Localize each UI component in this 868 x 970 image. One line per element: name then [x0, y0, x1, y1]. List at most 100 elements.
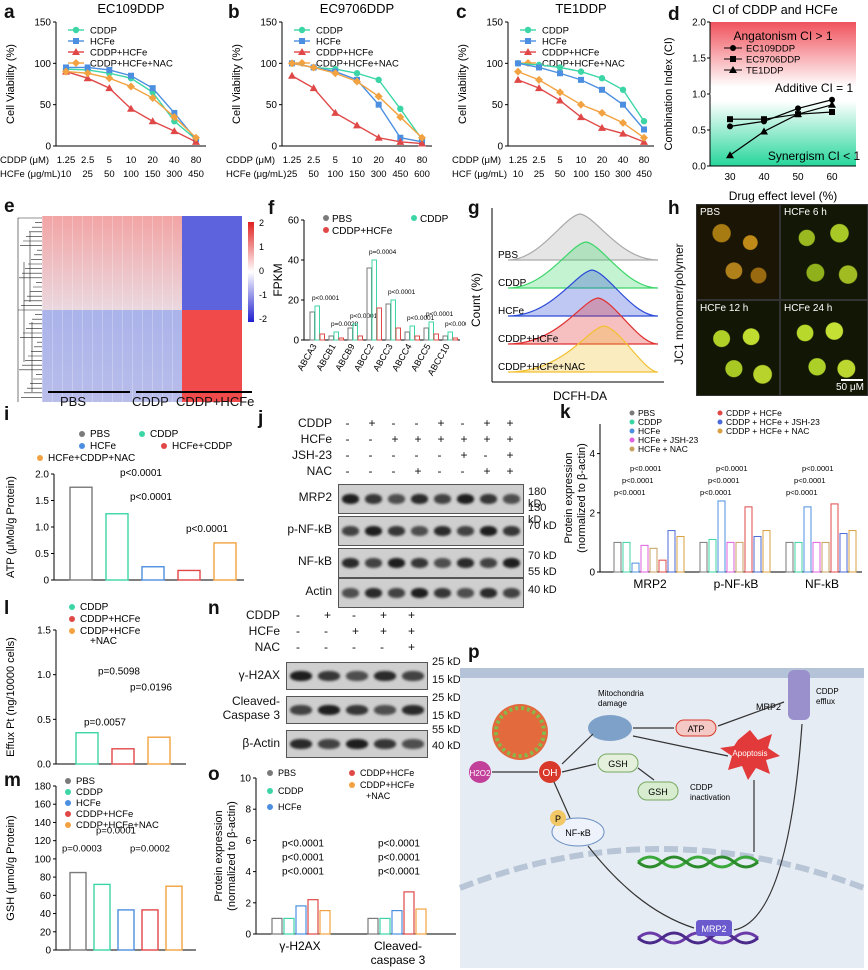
jc1-image-hcfe-24h: HCFe 24 h 50 μM	[780, 300, 868, 396]
data-point	[375, 101, 382, 108]
data-point	[170, 127, 179, 135]
y-tick-label: 0	[589, 568, 595, 579]
panel-label-k: k	[560, 402, 571, 423]
data-point	[375, 76, 382, 84]
heatmap-group-pbs: PBS	[60, 394, 87, 409]
heatmap-column	[172, 216, 173, 402]
x1-tick-label: 1.25	[57, 155, 76, 166]
histogram-label: PBS	[498, 250, 518, 261]
blot-protein-label: Caspase 3	[222, 708, 280, 722]
y-tick-label: 1.5	[692, 54, 706, 65]
bar	[347, 327, 353, 341]
blot-band	[346, 671, 368, 681]
y-tick-label: 4	[589, 449, 595, 460]
data-point	[641, 126, 647, 133]
heatmap-group-bar-combo	[188, 391, 252, 393]
chart-d-title: CI of CDDP and HCFe	[712, 3, 838, 17]
blot-strip	[338, 516, 524, 546]
blot-band	[402, 739, 424, 749]
blot-mw-label: 130 kD	[528, 502, 547, 526]
x2-axis-name: HCFe (μg/mL)	[226, 169, 286, 180]
panel-label-g: g	[468, 198, 480, 219]
bar	[283, 917, 295, 935]
data-point	[127, 82, 135, 91]
panel-label-o: o	[208, 764, 220, 785]
svg-text:NF-κB: NF-κB	[565, 828, 591, 838]
x1-tick-label: 40	[618, 155, 629, 166]
y-tick-label: 1.5	[37, 626, 51, 637]
blot-strip	[338, 548, 524, 578]
blot-sign: +	[506, 464, 514, 478]
legend-marker	[524, 48, 532, 55]
blot-sign: +	[380, 624, 388, 638]
bar	[442, 335, 448, 341]
p-value: p=0.0196	[130, 683, 172, 694]
p-value: p<0.0001	[700, 488, 732, 497]
data-point	[331, 69, 340, 78]
legend-label: HCFe+CDDP+NAC	[48, 453, 135, 464]
bar	[333, 331, 339, 341]
chart-k-protein: Protein expression (normalized to β-actin…	[563, 408, 862, 591]
scale-tick-label: -1	[259, 290, 267, 300]
data-point	[105, 84, 114, 92]
data-point	[578, 76, 584, 83]
y-axis-label: ATP (μMol/g Protein)	[5, 476, 17, 578]
blot-sign: +	[483, 432, 491, 446]
y-axis-label-2: (normalized to β-actin)	[576, 443, 588, 553]
legend-marker	[69, 628, 75, 634]
bar	[403, 891, 415, 935]
panel-label-e: e	[4, 196, 15, 217]
heatmap-group-bar-cddp	[136, 391, 196, 393]
legend-marker	[717, 419, 723, 425]
legend-marker	[79, 431, 85, 437]
panel-j-blot: CDDP - + - - + - + + HCFe - - + + + + + + JSH-23- - - - - + - + NA…	[258, 416, 558, 608]
legend-label: +NAC	[90, 636, 117, 647]
y-tick-label: 0.5	[37, 715, 51, 726]
y-tick-label: 0	[45, 142, 51, 153]
blot-band	[388, 526, 405, 536]
p-value: p<0.0001	[130, 492, 172, 503]
scale-tick-label: 1	[259, 242, 264, 252]
blot-band	[480, 526, 497, 536]
legend-label: EC109DDP	[746, 44, 795, 55]
p-value: p<0.0001	[388, 289, 416, 296]
blot-band	[402, 671, 424, 681]
bar	[379, 917, 391, 935]
blot-sign: +	[368, 416, 376, 430]
bar	[141, 909, 159, 951]
blot-band	[434, 558, 451, 568]
p-value: p<0.0001	[802, 464, 834, 473]
blot-sign: +	[408, 624, 416, 638]
panel-label-i: i	[4, 404, 10, 425]
blot-sign: -	[368, 448, 373, 462]
chart-l-efflux: Effux Pt (ng/10000 cells) 0.0 0.5 1.0 1.5 CDD…	[5, 602, 186, 770]
blot-band	[346, 739, 368, 749]
jc1-image-pbs: PBS	[696, 204, 780, 300]
x1-tick-label: 20	[597, 155, 608, 166]
x2-tick-label: 50	[104, 169, 115, 180]
blot-sign: -	[391, 448, 396, 462]
bar	[423, 327, 429, 341]
blot-mw-label: 40 kD	[432, 740, 461, 752]
x-axis-label: DCFH-DA	[553, 389, 607, 403]
y-tick-label: 20	[288, 296, 300, 307]
legend-label: CDDP	[638, 417, 662, 427]
ci-line	[729, 104, 833, 156]
blot-band	[374, 739, 396, 749]
blot-sign: -	[437, 448, 442, 462]
x1-tick-label: 2.5	[532, 155, 545, 166]
blot-protein-label: MRP2	[298, 490, 332, 504]
blot-band	[365, 494, 382, 504]
ci-point	[794, 110, 802, 118]
bar	[667, 530, 676, 573]
svg-text:inactivation: inactivation	[690, 793, 730, 802]
blot-sign: +	[460, 448, 468, 462]
p-value: p=0.0003	[62, 844, 102, 855]
x2-axis-name: HCF (μg/mL)	[452, 169, 507, 180]
bar	[830, 503, 839, 573]
y-axis-label: Effux Pt (ng/10000 cells)	[5, 637, 17, 757]
data-point	[619, 118, 627, 127]
jc1-ylabel: JC1 monomer/polymer	[672, 243, 686, 365]
legend-label: EC9706DDP	[746, 55, 800, 66]
blot-band	[388, 558, 405, 568]
